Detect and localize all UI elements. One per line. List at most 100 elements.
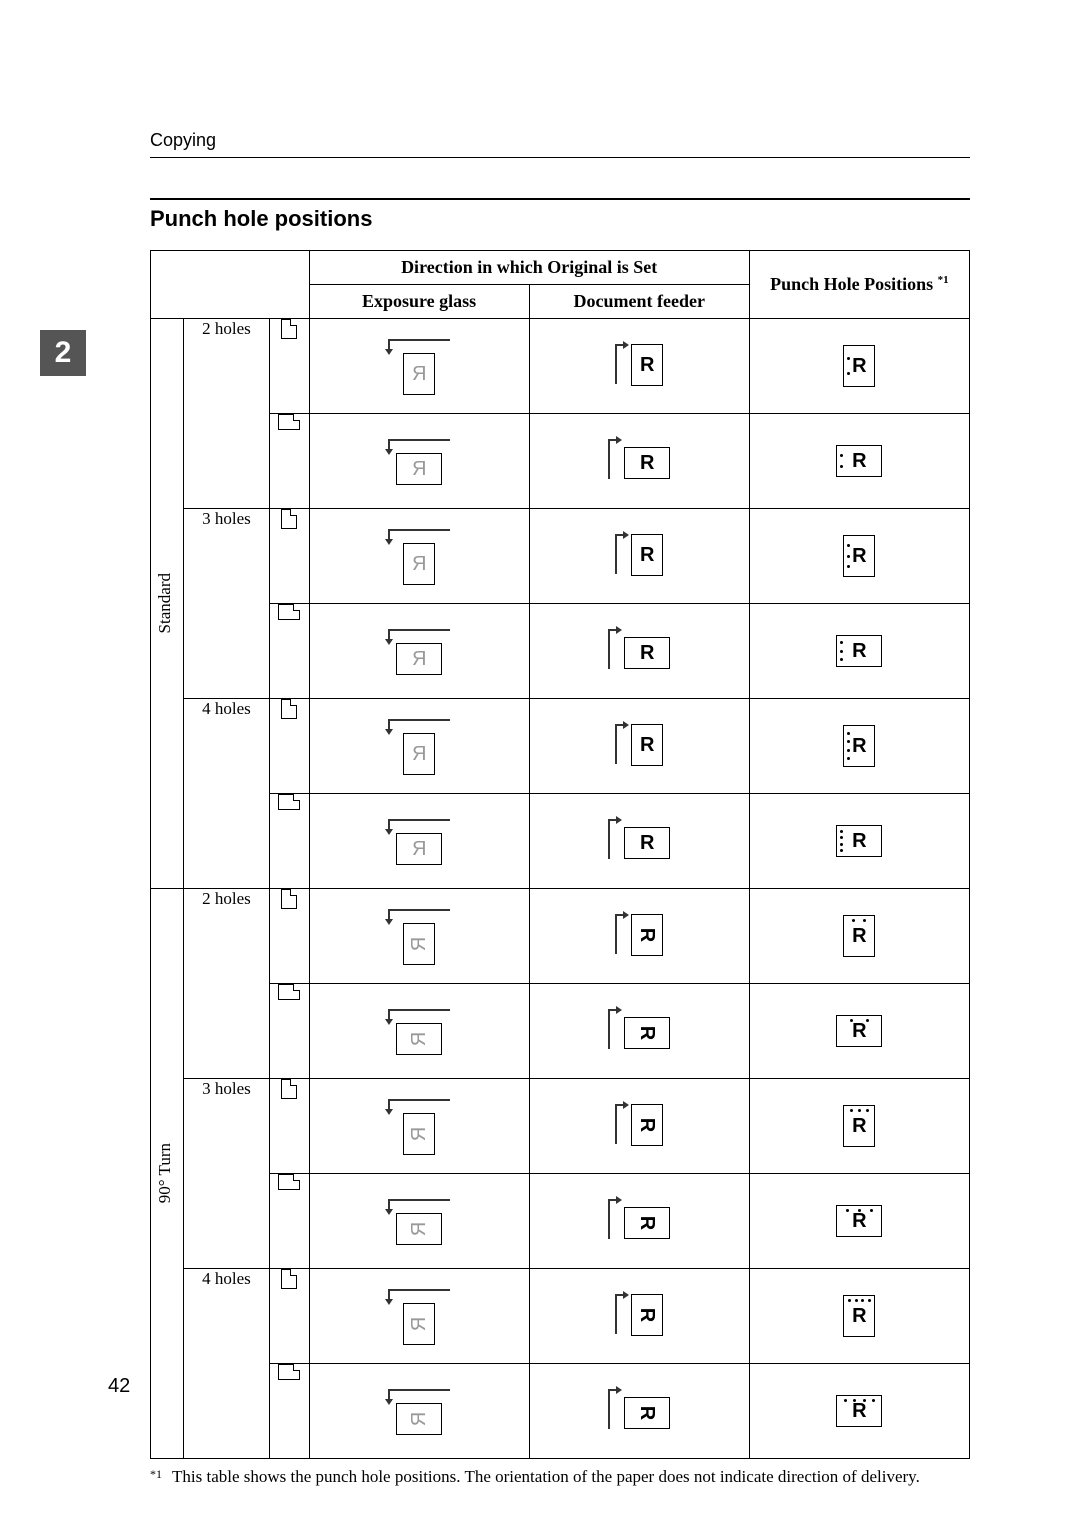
paper-sheet: R <box>843 1105 875 1147</box>
paper-sheet: R <box>624 1207 670 1239</box>
paper-sheet: R <box>396 1403 442 1435</box>
feeder-cell: R <box>529 984 749 1079</box>
result-diagram: R <box>843 1105 875 1147</box>
punch-dots <box>837 1399 881 1402</box>
table-row: 3 holes R R R <box>151 1079 970 1174</box>
feeder-guide <box>608 1199 618 1239</box>
punch-dots <box>844 1109 874 1112</box>
r-glyph: R <box>412 459 426 479</box>
r-glyph: R <box>412 744 426 764</box>
exposure-diagram: R <box>388 1199 450 1245</box>
feeder-guide <box>608 439 618 479</box>
paper-sheet: R <box>624 637 670 669</box>
paper-sheet: R <box>396 833 442 865</box>
r-glyph: R <box>640 355 654 375</box>
feeder-cell: R <box>529 1269 749 1364</box>
paper-sheet: R <box>631 344 663 386</box>
platen-guide <box>388 1289 450 1301</box>
table-row: R R R <box>151 414 970 509</box>
feeder-diagram: R <box>615 1104 663 1146</box>
table-row: 4 holes R R R <box>151 699 970 794</box>
table-row: R R R <box>151 984 970 1079</box>
paper-sheet: R <box>843 915 875 957</box>
paper-sheet: R <box>403 353 435 395</box>
paper-sheet: R <box>631 914 663 956</box>
chapter-tab: 2 <box>40 330 86 376</box>
header-direction: Direction in which Original is Set <box>309 251 749 285</box>
punch-dots <box>837 1209 881 1212</box>
result-diagram: R <box>843 535 875 577</box>
paper-sheet: R <box>624 1397 670 1429</box>
header-blank <box>151 251 310 319</box>
exposure-cell: R <box>309 1364 529 1459</box>
feeder-cell: R <box>529 1174 749 1269</box>
feeder-cell: R <box>529 1079 749 1174</box>
header-feeder: Document feeder <box>529 285 749 319</box>
punch-dots <box>847 346 850 386</box>
orientation-icon-landscape <box>278 604 300 620</box>
exposure-diagram: R <box>388 1009 450 1055</box>
feeder-cell: R <box>529 509 749 604</box>
paper-sheet: R <box>631 724 663 766</box>
feeder-cell: R <box>529 604 749 699</box>
result-diagram: R <box>836 825 882 857</box>
feeder-cell: R <box>529 319 749 414</box>
orientation-cell <box>269 1174 309 1269</box>
punch-dots <box>844 919 874 922</box>
orientation-cell <box>269 984 309 1079</box>
orientation-icon-landscape <box>278 984 300 1000</box>
punch-dots <box>840 446 843 476</box>
result-cell: R <box>749 1364 969 1459</box>
feeder-diagram: R <box>615 1294 663 1336</box>
paper-sheet: R <box>631 1294 663 1336</box>
orientation-icon-landscape <box>278 414 300 430</box>
orientation-icon-portrait <box>281 1269 297 1289</box>
r-glyph: R <box>640 453 654 473</box>
exposure-diagram: R <box>388 819 450 865</box>
result-cell: R <box>749 699 969 794</box>
platen-guide <box>388 909 450 921</box>
result-diagram: R <box>836 1395 882 1427</box>
table-body: Standard 2 holes R R R R R R 3 holes R <box>151 319 970 1459</box>
section-title: Punch hole positions <box>150 206 970 232</box>
paper-sheet: R <box>403 1113 435 1155</box>
paper-sheet: R <box>396 1023 442 1055</box>
footnote: *1 This table shows the punch hole posit… <box>150 1467 970 1487</box>
result-diagram: R <box>836 635 882 667</box>
paper-sheet: R <box>396 1213 442 1245</box>
r-glyph: R <box>412 839 426 859</box>
platen-guide <box>388 1099 450 1111</box>
feeder-diagram: R <box>615 344 663 386</box>
feeder-guide <box>608 1009 618 1049</box>
table-header: Direction in which Original is Set Punch… <box>151 251 970 319</box>
exposure-cell: R <box>309 509 529 604</box>
punch-hole-table: Direction in which Original is Set Punch… <box>150 250 970 1459</box>
orientation-icon-portrait <box>281 889 297 909</box>
running-head: Copying <box>150 130 970 158</box>
paper-sheet: R <box>631 534 663 576</box>
orientation-icon-portrait <box>281 1079 297 1099</box>
feeder-diagram: R <box>615 534 663 576</box>
category-label: Standard <box>151 569 179 637</box>
paper-sheet: R <box>836 825 882 857</box>
feeder-guide <box>608 1389 618 1429</box>
exposure-cell: R <box>309 699 529 794</box>
punch-dots <box>840 636 843 666</box>
paper-sheet: R <box>396 453 442 485</box>
paper-sheet: R <box>843 345 875 387</box>
exposure-cell: R <box>309 414 529 509</box>
result-diagram: R <box>836 1015 882 1047</box>
holes-cell: 2 holes <box>184 319 270 509</box>
result-diagram: R <box>843 915 875 957</box>
feeder-diagram: R <box>615 724 663 766</box>
feeder-guide <box>615 724 625 764</box>
orientation-icon-portrait <box>281 319 297 339</box>
r-glyph: R <box>640 643 654 663</box>
r-glyph: R <box>409 1411 429 1425</box>
table-row: R R R <box>151 604 970 699</box>
table-row: Standard 2 holes R R R <box>151 319 970 414</box>
orientation-cell <box>269 1079 309 1174</box>
exposure-diagram: R <box>388 439 450 485</box>
exposure-diagram: R <box>388 339 450 395</box>
platen-guide <box>388 719 450 731</box>
